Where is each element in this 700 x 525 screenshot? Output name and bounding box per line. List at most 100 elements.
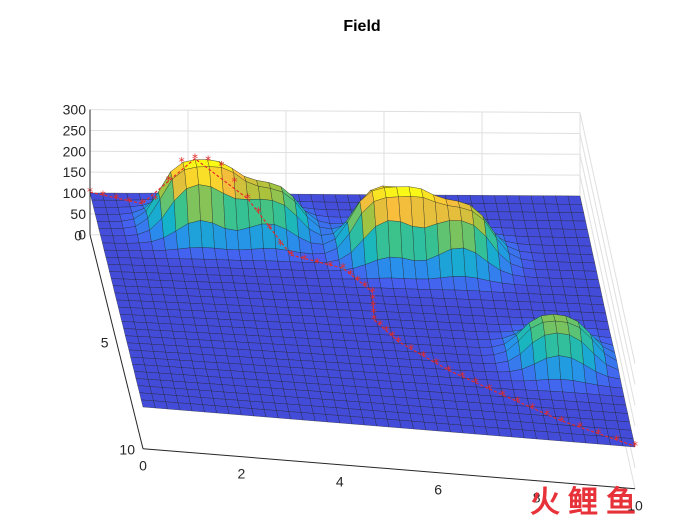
surface-facet [242, 320, 258, 329]
surface-facet [258, 335, 273, 345]
surface-facet [286, 403, 302, 413]
z-tick-label: 300 [63, 102, 87, 118]
surface-facet [130, 307, 145, 316]
x-tick-label: 8 [533, 490, 541, 506]
surface-facet [114, 242, 129, 251]
surface-facet [613, 404, 628, 414]
surface-facet [480, 299, 496, 309]
surface-facet [132, 314, 147, 323]
surface-facet [284, 344, 300, 354]
path-marker: * [277, 238, 283, 252]
surface-facet [154, 258, 170, 267]
surface-facet [383, 403, 398, 413]
surface-facet [280, 276, 296, 286]
surface-facet [205, 318, 221, 327]
path-marker: * [113, 192, 119, 206]
surface-facet [424, 223, 440, 261]
surface-facet [265, 313, 280, 323]
surface-facet [293, 382, 309, 391]
surface-facet [135, 328, 151, 338]
axis-lines [89, 109, 636, 490]
path-marker: * [500, 388, 506, 402]
surface-facet [463, 330, 479, 340]
surface-facet [556, 332, 572, 359]
path-marker: * [192, 152, 198, 166]
surface-facet [575, 286, 590, 297]
surface-facet [267, 372, 282, 382]
surface-facet [474, 323, 489, 333]
surface-facet [128, 349, 144, 359]
surface-facet [130, 257, 145, 266]
surface-facet [332, 339, 347, 349]
surface-facet [347, 302, 363, 311]
surface-facet [350, 416, 365, 426]
surface-facet [405, 288, 421, 298]
surface-facet [392, 388, 407, 399]
surface-facet [312, 360, 328, 370]
path-marker: * [370, 299, 376, 313]
path-marker: * [218, 159, 224, 173]
surface-facet [534, 211, 549, 221]
surface-facet [424, 321, 440, 331]
surface-facet [256, 328, 272, 337]
z-tick-label: 100 [63, 185, 87, 201]
surface-facet [553, 245, 569, 255]
surface-facet [571, 270, 587, 280]
surface-facet [177, 352, 193, 362]
path-marker: * [371, 313, 377, 327]
surface-facet [582, 320, 598, 330]
surface-facet [442, 345, 458, 355]
surface-facet [309, 345, 324, 355]
surface-facet [286, 351, 302, 361]
surface-facet [377, 380, 393, 390]
surface-facet [276, 410, 291, 420]
surface-facet [574, 229, 590, 239]
surface-facet [511, 219, 527, 229]
surface-facet [169, 366, 184, 375]
surface-facet [235, 392, 251, 402]
surface-facet [402, 381, 418, 392]
surface-facet [367, 387, 383, 397]
surface-facet [583, 270, 599, 280]
surface-facet [393, 396, 409, 406]
path-series: * * * * *** * * ******* * * * * * * * ***** * * * ***** * * * *… [87, 152, 638, 454]
surface-facet [166, 258, 182, 267]
surface-facet [232, 377, 247, 387]
surface-facet [172, 380, 188, 390]
surface-facet [523, 380, 539, 391]
surface-facet [135, 378, 151, 387]
surface-facet [327, 216, 343, 224]
surface-facet [588, 402, 604, 413]
surface-facet [182, 324, 198, 333]
surface-facet [337, 309, 352, 319]
surface-facet [538, 285, 554, 295]
surface-facet [479, 346, 495, 356]
surface-facet [152, 249, 168, 259]
surface-facet [237, 399, 253, 409]
surface-facet [321, 293, 336, 303]
surface-facet [353, 325, 368, 335]
surface-facet [246, 334, 261, 344]
surface-facet [324, 308, 340, 318]
path-marker: * [371, 306, 377, 320]
surface-facet [427, 383, 442, 393]
surface-facet [314, 315, 330, 325]
surface-facet [110, 278, 126, 287]
surface-facet [485, 211, 500, 221]
surface-facet [479, 402, 495, 413]
surface-facet [282, 336, 298, 346]
surface-facet [416, 336, 431, 346]
surface-facet [386, 365, 402, 375]
surface-facet [291, 374, 307, 384]
surface-facet [466, 290, 482, 301]
surface-facet [326, 316, 342, 326]
surface-facet [188, 396, 203, 405]
y-tick-label: 5 [101, 335, 109, 351]
path-marker: * [577, 420, 583, 434]
surface-facet [509, 316, 524, 326]
surface-facet [239, 407, 254, 417]
surface-facet [563, 286, 578, 296]
surface-facet [105, 207, 121, 215]
surface-facet [362, 417, 377, 427]
surface-facet [423, 313, 438, 323]
